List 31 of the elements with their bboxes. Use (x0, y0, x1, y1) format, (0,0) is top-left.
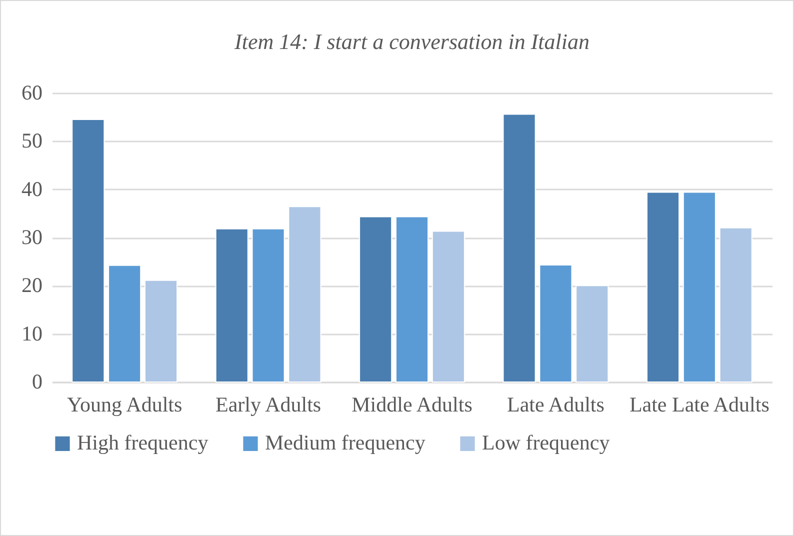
bar (359, 216, 392, 382)
bar (215, 228, 248, 382)
y-tick-label: 50 (22, 128, 42, 153)
y-tick-label: 0 (32, 370, 42, 394)
x-tick-label: Late Late Adults (629, 392, 770, 416)
y-tick-label: 10 (22, 321, 42, 346)
legend-label: Low frequency (482, 430, 610, 455)
x-tick-label: Early Adults (216, 392, 322, 416)
y-tick-label: 30 (22, 225, 42, 249)
bar (108, 264, 142, 382)
y-tick-label: 60 (22, 80, 42, 104)
bar (719, 227, 752, 382)
bar (502, 114, 536, 382)
y-tick-label: 40 (22, 176, 42, 201)
x-tick-label: Late Adults (507, 392, 604, 416)
bar (252, 228, 285, 382)
chart-title: Item 14: I start a conversation in Italian (233, 29, 590, 54)
y-tick-label: 20 (22, 273, 42, 298)
bar (646, 192, 680, 382)
x-tick-label: Young Adults (66, 392, 182, 416)
bar (539, 264, 572, 382)
legend-label: Medium frequency (265, 430, 426, 455)
bar (682, 192, 716, 382)
bar (144, 280, 178, 382)
bar (576, 285, 609, 382)
bar (72, 118, 105, 382)
bar (432, 230, 465, 382)
bar (395, 216, 429, 382)
x-tick-label: Middle Adults (352, 392, 472, 416)
legend-label: High frequency (77, 430, 209, 455)
bar (288, 206, 322, 382)
